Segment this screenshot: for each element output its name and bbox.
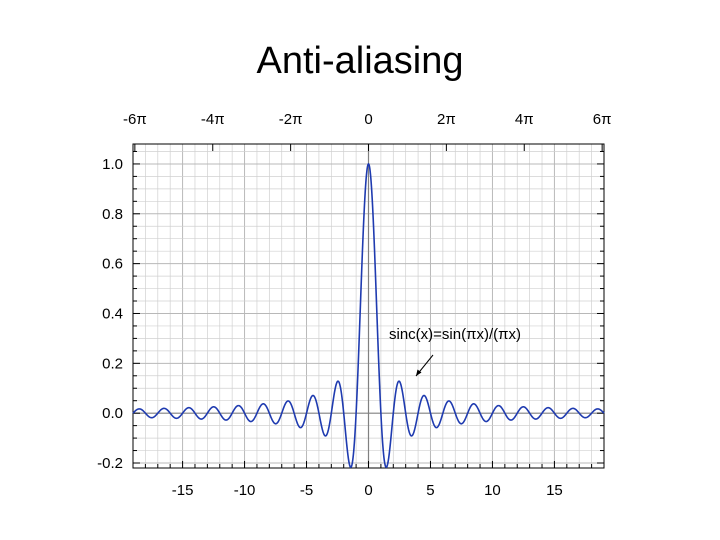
label-layer: -15 -10 -5 0 5 10 15 -6π -4π -2π 0 2π 4π 6π 1.0 0.8 0.6 0… bbox=[97, 111, 611, 499]
curve-layer bbox=[132, 162, 605, 469]
function-annotation: sinc(x)=sin(πx)/(πx) bbox=[389, 326, 521, 343]
top-tick-label: 0 bbox=[364, 111, 372, 128]
y-tick-label: 0.2 bbox=[102, 355, 123, 372]
y-tick-label: 0.6 bbox=[102, 256, 123, 273]
x-tick-label: 5 bbox=[426, 482, 434, 499]
y-tick-label: -0.2 bbox=[97, 455, 123, 472]
top-tick-label: 2π bbox=[437, 111, 456, 128]
top-tick-label: 6π bbox=[593, 111, 612, 128]
x-tick-label: -15 bbox=[172, 482, 194, 499]
plot-frame bbox=[132, 143, 605, 469]
x-tick-label: 10 bbox=[484, 482, 501, 499]
top-tick-label: 4π bbox=[515, 111, 534, 128]
y-tick-label: 0.0 bbox=[102, 405, 123, 422]
x-tick-label: 15 bbox=[546, 482, 563, 499]
slide-title: Anti-aliasing bbox=[256, 40, 464, 82]
sinc-curve bbox=[132, 162, 605, 469]
top-tick-label: -2π bbox=[279, 111, 303, 128]
y-tick-label: 0.8 bbox=[102, 206, 123, 223]
x-tick-label: -10 bbox=[234, 482, 256, 499]
x-tick-label: 0 bbox=[364, 482, 372, 499]
grid-layer bbox=[132, 144, 605, 468]
top-tick-label: -6π bbox=[123, 111, 147, 128]
annotation-arrow-head bbox=[416, 369, 422, 376]
y-tick-label: 1.0 bbox=[102, 156, 123, 173]
y-tick-label: 0.4 bbox=[102, 305, 123, 322]
top-tick-label: -4π bbox=[201, 111, 225, 128]
x-tick-label: -5 bbox=[300, 482, 313, 499]
